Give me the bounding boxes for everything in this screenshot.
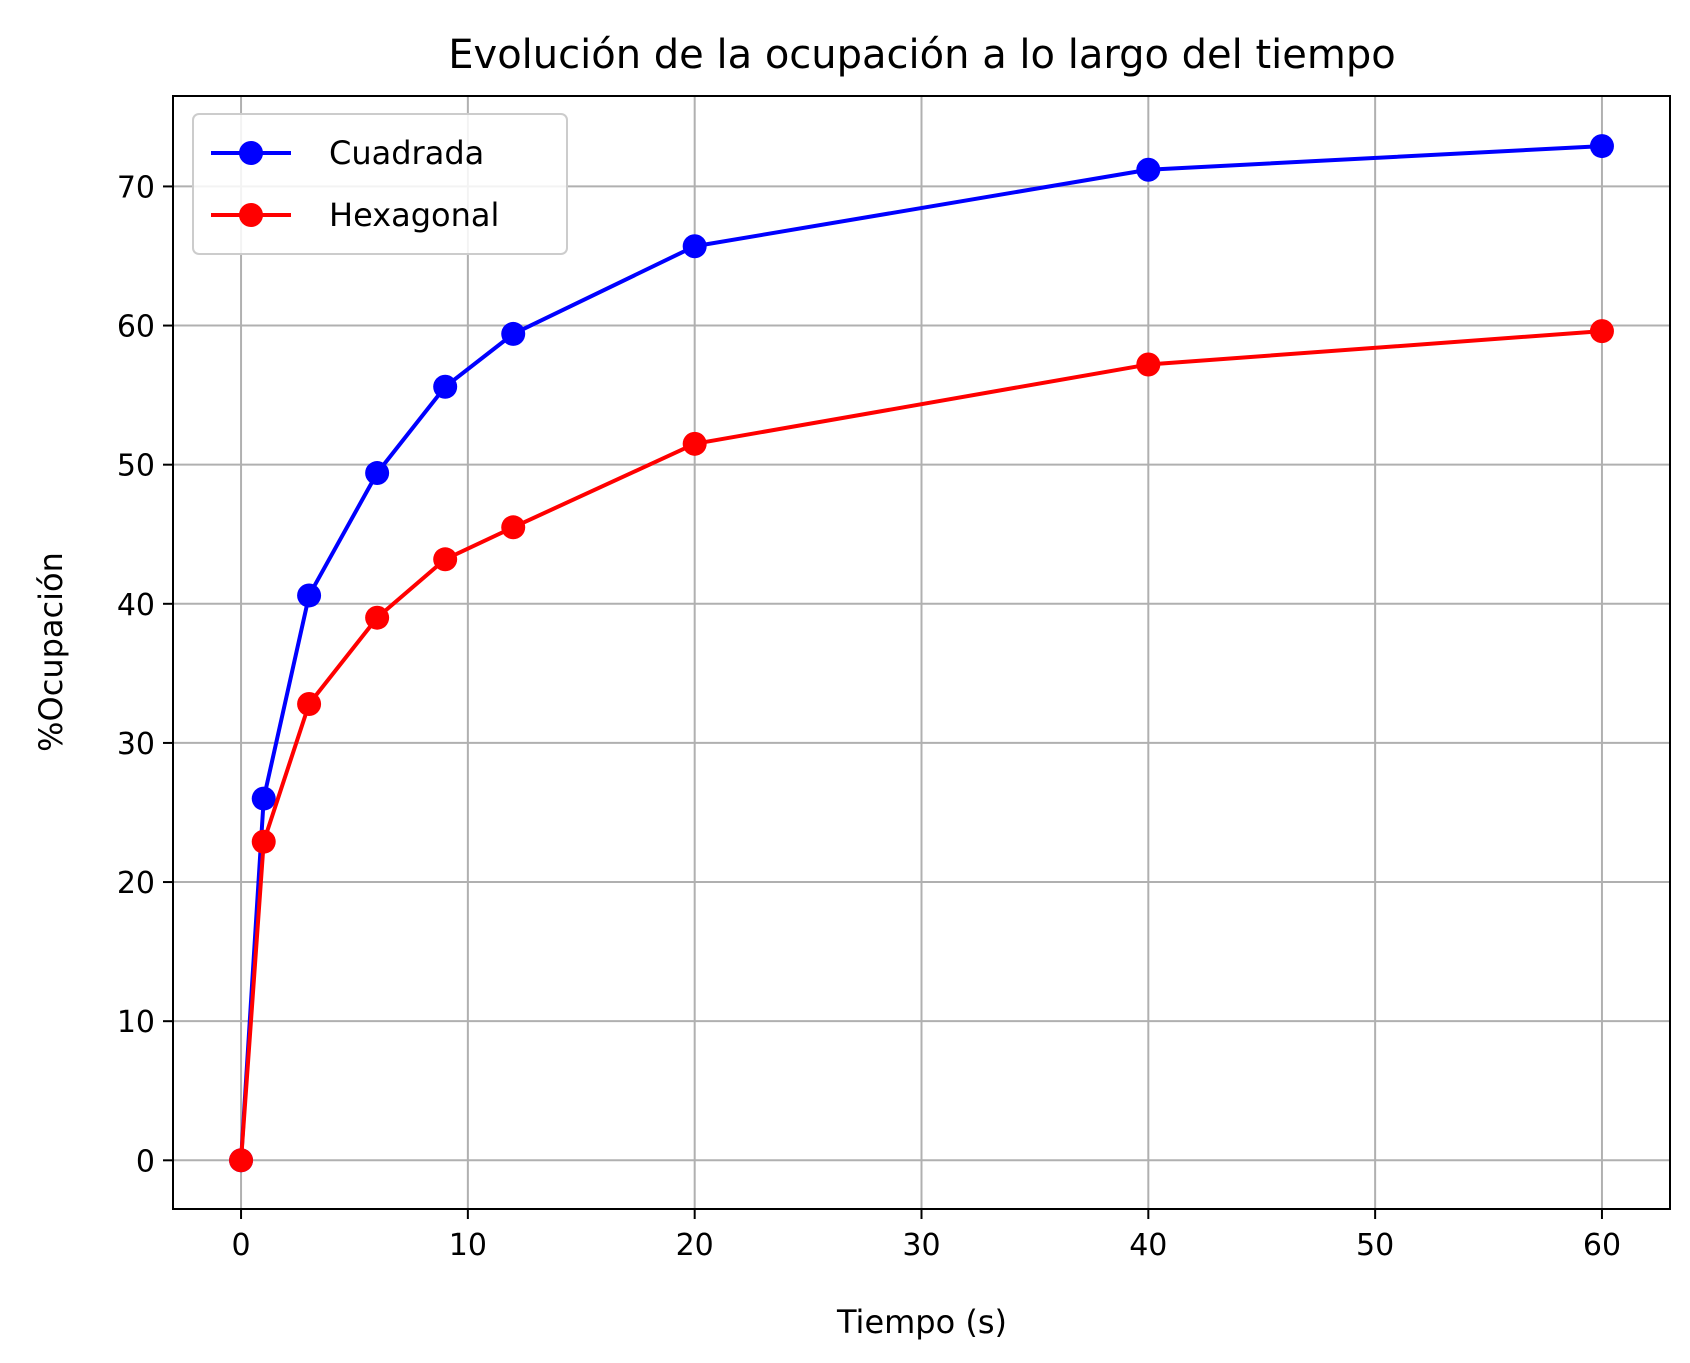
x-axis-title: Tiempo (s) (836, 1303, 1007, 1341)
data-point (297, 583, 322, 608)
data-point (229, 1148, 254, 1173)
data-point (433, 547, 458, 572)
x-tick-label: 0 (231, 1228, 250, 1263)
data-point (365, 605, 390, 630)
series-layer (229, 134, 1614, 1173)
data-point (365, 461, 390, 486)
chart-title: Evolución de la ocupación a lo largo del… (448, 32, 1395, 78)
y-tick-label: 40 (117, 588, 155, 623)
data-point (251, 786, 276, 811)
data-point (433, 374, 458, 399)
legend-item: Cuadrada (211, 134, 484, 172)
data-point (682, 234, 707, 259)
x-tick-label: 40 (1129, 1228, 1167, 1263)
x-tick-label: 10 (449, 1228, 487, 1263)
y-axis: 0 10 20 30 40 50 60 70 (117, 170, 173, 1179)
y-axis-title: %Ocupación (32, 552, 70, 752)
y-tick-label: 0 (136, 1144, 155, 1179)
data-point (1589, 134, 1614, 159)
x-tick-label: 20 (676, 1228, 714, 1263)
data-point (682, 431, 707, 456)
data-point (501, 321, 526, 346)
data-point (251, 829, 276, 854)
data-point (501, 515, 526, 540)
legend-label: Hexagonal (329, 196, 499, 234)
legend-marker (239, 141, 263, 165)
y-tick-label: 30 (117, 727, 155, 762)
data-point (1136, 352, 1161, 377)
legend: Cuadrada Hexagonal (192, 113, 568, 255)
legend-box (192, 113, 568, 255)
data-point (1589, 319, 1614, 344)
y-tick-label: 20 (117, 866, 155, 901)
legend-marker (239, 203, 263, 227)
series-hexagonal (229, 319, 1614, 1173)
y-tick-label: 70 (117, 170, 155, 205)
y-tick-label: 50 (117, 449, 155, 484)
grid-lines (173, 96, 1670, 1209)
x-tick-label: 30 (902, 1228, 940, 1263)
series-cuadrada (229, 134, 1614, 1173)
legend-label: Cuadrada (329, 134, 484, 172)
x-tick-label: 60 (1583, 1228, 1621, 1263)
legend-item: Hexagonal (211, 196, 499, 234)
data-point (1136, 157, 1161, 182)
x-tick-label: 50 (1356, 1228, 1394, 1263)
y-tick-label: 60 (117, 310, 155, 345)
x-axis: 0 10 20 30 40 50 60 (231, 1209, 1621, 1263)
y-tick-label: 10 (117, 1005, 155, 1040)
data-point (297, 691, 322, 716)
